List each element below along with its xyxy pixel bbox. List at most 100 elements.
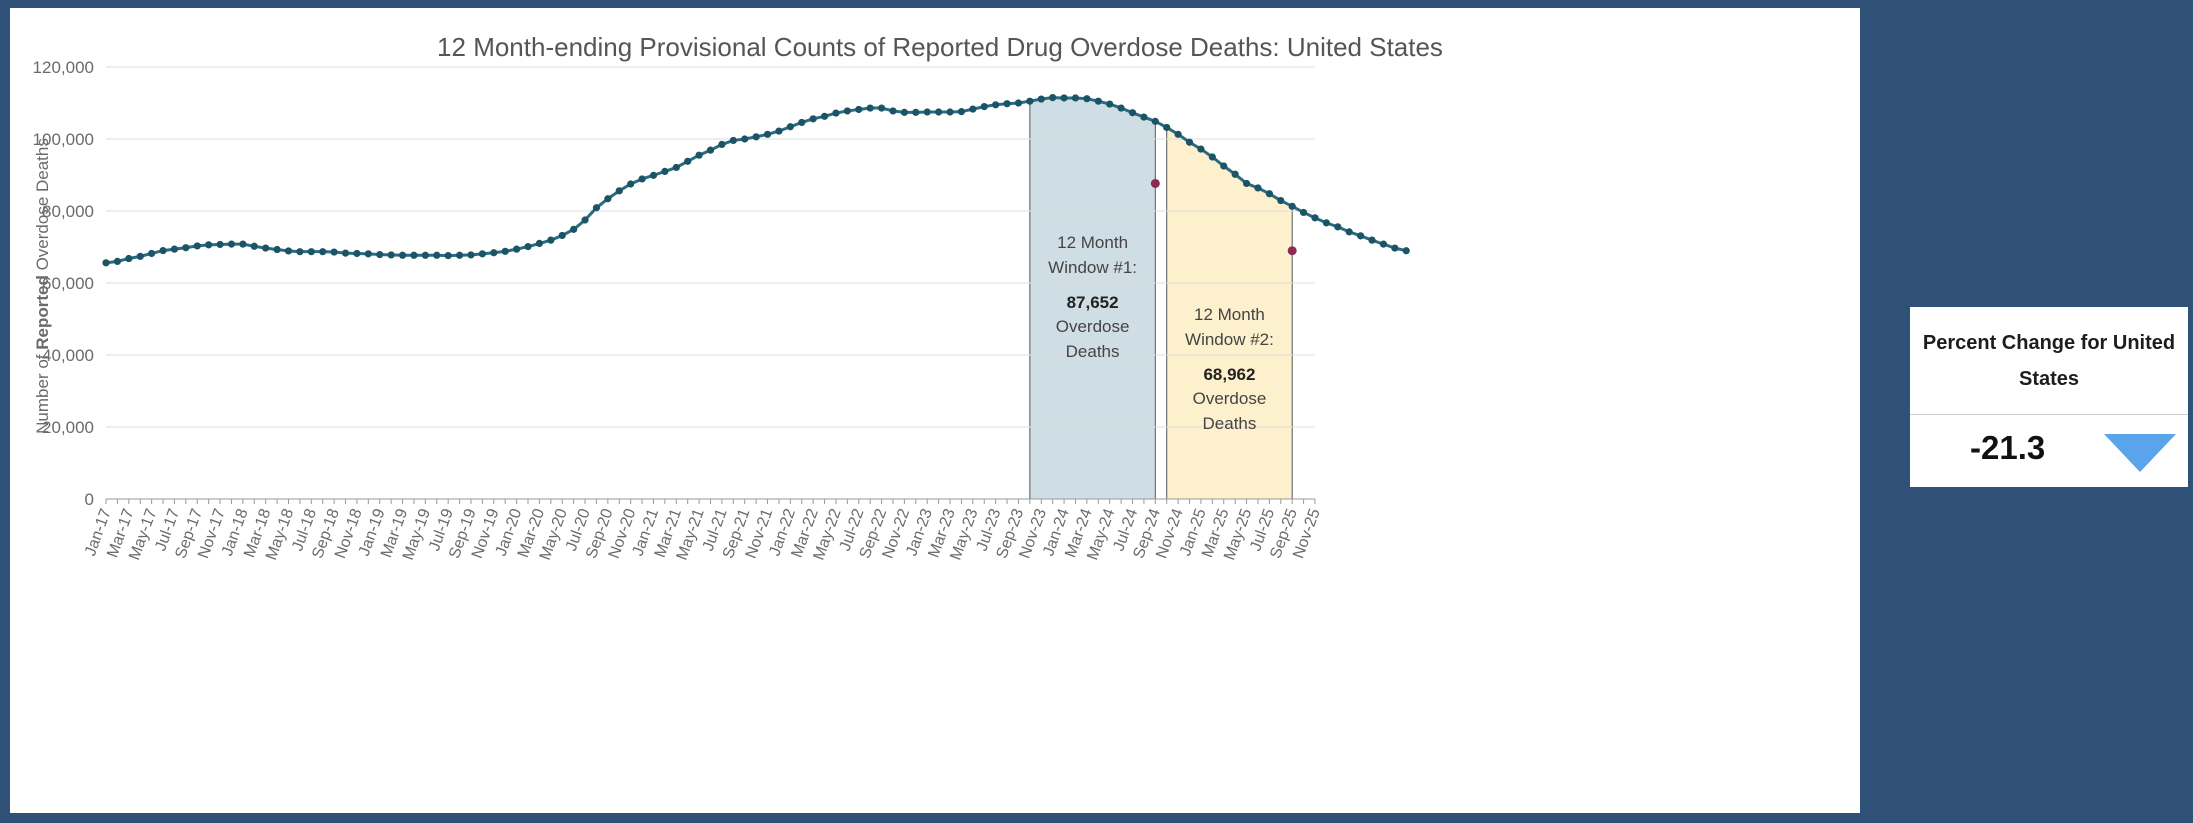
data-point [820, 112, 829, 120]
data-point [170, 245, 179, 253]
data-point [672, 163, 680, 172]
data-point [695, 151, 703, 159]
data-point [558, 231, 566, 240]
data-point [1128, 109, 1137, 117]
data-point [330, 248, 338, 256]
data-point [455, 251, 464, 259]
data-point [227, 240, 236, 248]
y-tick-label: 0 [85, 490, 94, 509]
data-point [398, 251, 407, 259]
data-point [741, 135, 749, 143]
percent-change-value: -21.3 [1970, 429, 2046, 466]
data-point [855, 105, 863, 114]
data-point [182, 244, 190, 252]
data-point [421, 251, 429, 259]
data-point [763, 130, 772, 138]
window-2-area [1166, 127, 1293, 499]
data-point [1322, 219, 1331, 227]
data-point [718, 140, 726, 148]
window-2-label-line-3: Overdose [1193, 389, 1267, 408]
data-point [809, 115, 817, 123]
data-point [570, 225, 578, 233]
data-point [912, 108, 920, 116]
data-point [1254, 184, 1262, 192]
window-1-value: 87,652 [1067, 293, 1119, 312]
data-point [353, 249, 361, 258]
data-point [706, 146, 715, 154]
data-point [775, 127, 783, 135]
data-point [1357, 232, 1365, 240]
data-point [1003, 100, 1011, 108]
data-point [102, 259, 110, 267]
window-1-label-line-2: Window #1: [1048, 258, 1137, 277]
percent-change-card: Percent Change for United States -21.3 [1910, 307, 2188, 487]
axis-layer: 020,00040,00060,00080,000100,000120,000J… [33, 58, 1324, 563]
data-point [957, 108, 966, 116]
chart-panel: 12 Month-ending Provisional Counts of Re… [10, 8, 1860, 813]
data-point [604, 195, 612, 203]
window-1-label-line-4: Deaths [1066, 342, 1120, 361]
grid-layer [106, 66, 1315, 428]
data-point [501, 247, 509, 255]
data-point [1299, 208, 1308, 217]
windows-layer [1029, 97, 1293, 499]
window-2-label-line-4: Deaths [1203, 414, 1257, 433]
data-point [923, 108, 931, 116]
y-tick-label: 20,000 [42, 418, 94, 437]
data-point [1094, 97, 1102, 105]
data-point [969, 105, 977, 113]
chart-title: 12 Month-ending Provisional Counts of Re… [437, 32, 1443, 62]
data-point [889, 107, 897, 115]
data-point [216, 240, 224, 249]
data-point [1265, 190, 1273, 198]
window-1-label-line-1: 12 Month [1057, 233, 1128, 252]
data-point [1049, 94, 1057, 102]
data-point [1151, 117, 1159, 125]
data-point [1334, 223, 1342, 231]
y-tick-label: 80,000 [42, 202, 94, 221]
data-point [1277, 196, 1285, 205]
data-point [433, 251, 441, 259]
data-point [125, 254, 133, 263]
data-point [296, 248, 304, 256]
data-point [524, 243, 532, 251]
window-2-value: 68,962 [1203, 365, 1255, 384]
data-point [627, 180, 635, 188]
highlight-point-1 [1150, 178, 1160, 188]
series-layer [102, 94, 1410, 267]
data-point [410, 251, 418, 259]
data-point [364, 250, 372, 258]
data-point [1185, 138, 1194, 146]
data-point [866, 104, 874, 112]
data-point [341, 249, 350, 257]
window-1-area [1029, 97, 1156, 499]
data-point [786, 123, 794, 131]
data-point [1117, 104, 1125, 112]
data-point [581, 216, 589, 224]
data-point [444, 252, 452, 260]
data-point [615, 187, 623, 195]
data-point [843, 107, 851, 115]
highlight-point-2 [1287, 246, 1297, 256]
data-point [1208, 153, 1216, 161]
data-point [1060, 94, 1068, 102]
data-point [319, 248, 327, 256]
window-2-label-line-1: 12 Month [1194, 305, 1265, 324]
data-point [376, 250, 384, 259]
data-point [159, 247, 167, 255]
data-point [1014, 99, 1023, 107]
data-point [490, 249, 498, 257]
data-point [1220, 162, 1228, 170]
data-point [284, 247, 293, 255]
data-point [946, 108, 954, 116]
data-point [684, 157, 692, 165]
data-point [1402, 247, 1410, 255]
data-point [1163, 123, 1171, 132]
data-point [1037, 95, 1045, 103]
data-point [1391, 244, 1399, 252]
data-point [592, 204, 601, 212]
data-point [832, 109, 840, 117]
data-point [273, 245, 281, 254]
data-point [262, 244, 270, 252]
data-point [513, 245, 521, 253]
